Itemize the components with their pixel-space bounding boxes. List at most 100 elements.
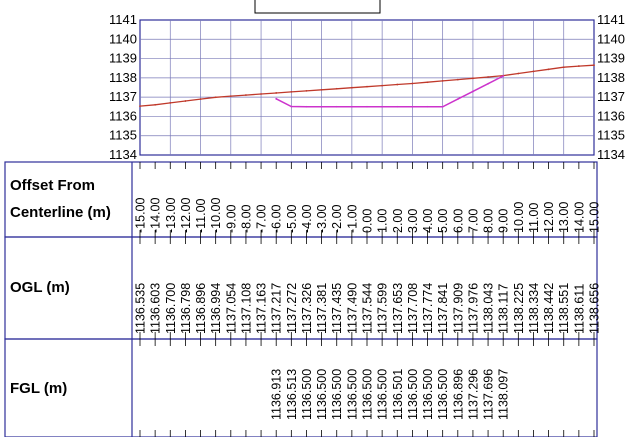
y-axis-labels: 1134 1134 1135 1135 1136 1136 1137 1137 1138 1138… bbox=[109, 12, 625, 162]
y-tick-label-right: 1136 bbox=[597, 108, 625, 123]
offset-label: 14.00 bbox=[572, 202, 586, 233]
offset-label: -14.00 bbox=[149, 198, 163, 233]
fgl-point bbox=[275, 97, 278, 100]
ogl-point bbox=[517, 72, 520, 75]
fgl-value-label: 1136.500 bbox=[406, 369, 420, 420]
fgl-value-label: 1136.913 bbox=[270, 369, 284, 420]
y-tick-label-right: 1141 bbox=[597, 12, 625, 27]
ogl-value-label: 1137.326 bbox=[300, 283, 314, 334]
offset-label: -4.00 bbox=[300, 204, 314, 233]
fgl-value-label: 1136.896 bbox=[451, 369, 465, 420]
fgl-point bbox=[411, 105, 414, 108]
ogl-value-label: 1137.708 bbox=[406, 283, 420, 334]
offset-label: 12.00 bbox=[542, 202, 556, 233]
ogl-value-label: 1138.551 bbox=[557, 283, 571, 334]
ogl-value-label: 1137.653 bbox=[391, 283, 405, 334]
offset-label: 15.00 bbox=[588, 202, 602, 233]
row-label-ogl: OGL (m) bbox=[10, 279, 70, 296]
ogl-value-label: 1137.272 bbox=[285, 283, 299, 334]
ogl-point bbox=[381, 84, 384, 87]
offset-label: 10.00 bbox=[512, 202, 526, 233]
y-tick-label-right: 1138 bbox=[597, 70, 625, 85]
y-tick-label-left: 1136 bbox=[109, 108, 137, 123]
y-tick-label-right: 1134 bbox=[597, 147, 625, 162]
ogl-value-label: 1137.108 bbox=[239, 283, 253, 334]
fgl-value-label: 1136.501 bbox=[391, 369, 405, 420]
fgl-value-label: 1138.097 bbox=[497, 369, 511, 420]
ogl-point bbox=[396, 83, 399, 86]
ogl-point bbox=[305, 89, 308, 92]
fgl-point bbox=[426, 105, 429, 108]
fgl-point bbox=[335, 105, 338, 108]
offset-label: 9.00 bbox=[497, 209, 511, 233]
fgl-point bbox=[366, 105, 368, 108]
ogl-value-label: 1137.435 bbox=[330, 283, 344, 334]
fgl-point bbox=[456, 98, 459, 101]
title-box bbox=[254, 0, 381, 14]
ogl-value-label: 1137.976 bbox=[466, 283, 480, 334]
ogl-point bbox=[184, 100, 187, 102]
offset-label: 4.00 bbox=[421, 209, 435, 233]
ogl-point bbox=[562, 66, 565, 69]
ogl-value-label: 1137.381 bbox=[315, 283, 329, 334]
fgl-point bbox=[472, 90, 474, 93]
ogl-point bbox=[547, 68, 550, 71]
ogl-point bbox=[214, 96, 217, 99]
fgl-value-label: 1136.513 bbox=[285, 369, 299, 420]
y-tick-label-left: 1138 bbox=[109, 70, 137, 85]
fgl-point bbox=[396, 105, 399, 108]
fgl-point bbox=[502, 75, 505, 77]
ogl-point bbox=[532, 70, 535, 73]
ogl-value-label: 1137.217 bbox=[270, 283, 284, 334]
offset-label: 3.00 bbox=[406, 209, 420, 233]
ogl-point bbox=[154, 103, 157, 106]
ogl-point bbox=[139, 105, 141, 108]
ogl-value-label: 1136.603 bbox=[149, 283, 163, 334]
offset-label: -13.00 bbox=[164, 198, 178, 233]
ogl-point bbox=[290, 90, 293, 93]
offset-label: -15.00 bbox=[134, 198, 148, 233]
offset-label: -9.00 bbox=[224, 204, 238, 233]
fgl-point bbox=[381, 105, 384, 108]
ogl-point bbox=[366, 85, 368, 88]
table-row-fgl bbox=[4, 338, 598, 437]
fgl-value-label: 1136.500 bbox=[421, 369, 435, 420]
offset-label: 7.00 bbox=[466, 209, 480, 233]
ogl-point bbox=[456, 78, 459, 81]
fgl-point bbox=[305, 105, 308, 108]
ogl-point bbox=[275, 92, 278, 94]
ogl-value-label: 1136.798 bbox=[179, 283, 193, 334]
ogl-point bbox=[260, 93, 262, 95]
ogl-point bbox=[411, 82, 414, 85]
offset-label: 11.00 bbox=[527, 203, 541, 233]
ogl-point bbox=[320, 88, 323, 91]
ogl-point bbox=[472, 77, 474, 80]
y-tick-label-right: 1140 bbox=[597, 31, 625, 46]
ogl-value-label: 1136.535 bbox=[134, 283, 148, 334]
ogl-point bbox=[169, 102, 172, 104]
y-tick-label-left: 1134 bbox=[109, 147, 137, 162]
y-tick-label-right: 1137 bbox=[597, 89, 625, 104]
fgl-line bbox=[275, 75, 504, 108]
fgl-point bbox=[290, 105, 293, 108]
ogl-value-label: 1137.774 bbox=[421, 283, 435, 334]
ogl-value-label: 1137.544 bbox=[361, 283, 375, 334]
ogl-value-label: 1138.442 bbox=[542, 283, 556, 334]
row-label-offset-line1: Offset From bbox=[10, 177, 95, 194]
ogl-value-label: 1136.896 bbox=[194, 283, 208, 334]
offset-label: -12.00 bbox=[179, 198, 193, 233]
ogl-value-label: 1138.043 bbox=[482, 283, 496, 334]
offset-label: 1.00 bbox=[376, 209, 390, 233]
ogl-value-label: 1138.334 bbox=[527, 283, 541, 334]
offset-label: 0.00 bbox=[361, 209, 375, 233]
y-tick-label-right: 1135 bbox=[597, 128, 625, 143]
offset-label: -11.00 bbox=[194, 198, 208, 233]
offset-label: 13.00 bbox=[557, 202, 571, 233]
ogl-point bbox=[350, 86, 353, 89]
ogl-value-label: 1137.490 bbox=[345, 283, 359, 334]
offset-label: 5.00 bbox=[436, 209, 450, 233]
y-tick-label-left: 1137 bbox=[109, 89, 137, 104]
fgl-value-label: 1136.500 bbox=[345, 369, 359, 420]
